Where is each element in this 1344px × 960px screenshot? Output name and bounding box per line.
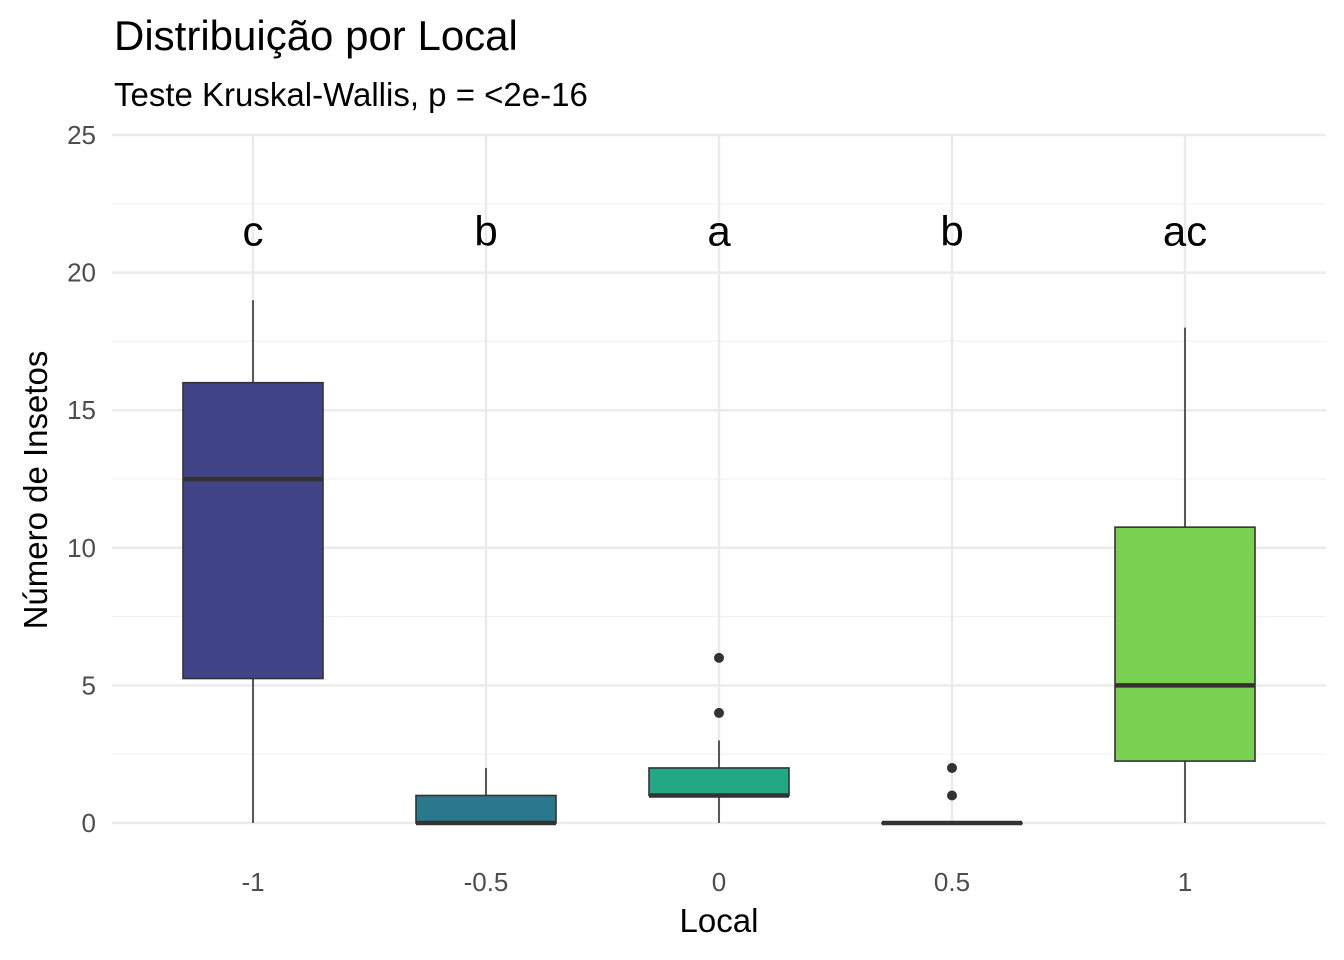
box-body — [415, 794, 557, 824]
box-body — [648, 767, 790, 797]
box-layer — [182, 300, 1256, 826]
box--1 — [182, 300, 324, 823]
significance-letter: b — [474, 207, 497, 254]
y-tick-label: 0 — [82, 808, 96, 838]
outlier-point — [947, 790, 957, 801]
box-0.5 — [881, 762, 1023, 826]
outlier-point — [714, 652, 724, 663]
x-tick-label: -1 — [241, 867, 264, 897]
x-tick-label: 0.5 — [934, 867, 970, 897]
outlier-point — [947, 762, 957, 773]
x-tick-label: 1 — [1178, 867, 1192, 897]
significance-letter: b — [940, 207, 963, 254]
x-tick-label: -0.5 — [464, 867, 509, 897]
y-tick-label: 5 — [82, 670, 96, 700]
box--0.5 — [415, 767, 557, 826]
significance-letter: c — [243, 207, 264, 254]
y-tick-label: 15 — [67, 395, 96, 425]
y-tick-label: 10 — [67, 533, 96, 563]
box-body — [182, 381, 324, 680]
box-1 — [1114, 327, 1256, 823]
box-body — [1114, 526, 1256, 762]
y-tick-label: 25 — [67, 120, 96, 150]
significance-letter: ac — [1163, 207, 1207, 254]
y-tick-label: 20 — [67, 258, 96, 288]
x-axis-label: Local — [679, 902, 759, 939]
x-tick-label: 0 — [712, 867, 726, 897]
box-0 — [648, 652, 790, 823]
significance-letter: a — [707, 207, 731, 254]
chart-subtitle: Teste Kruskal-Wallis, p = <2e-16 — [114, 76, 588, 113]
outlier-point — [714, 707, 724, 718]
label-layer: 0 5 10 15 20 25 -1 -0.5 0 0.5 1 c b a b ac — [67, 120, 1207, 897]
chart-title: Distribuição por Local — [114, 12, 518, 59]
